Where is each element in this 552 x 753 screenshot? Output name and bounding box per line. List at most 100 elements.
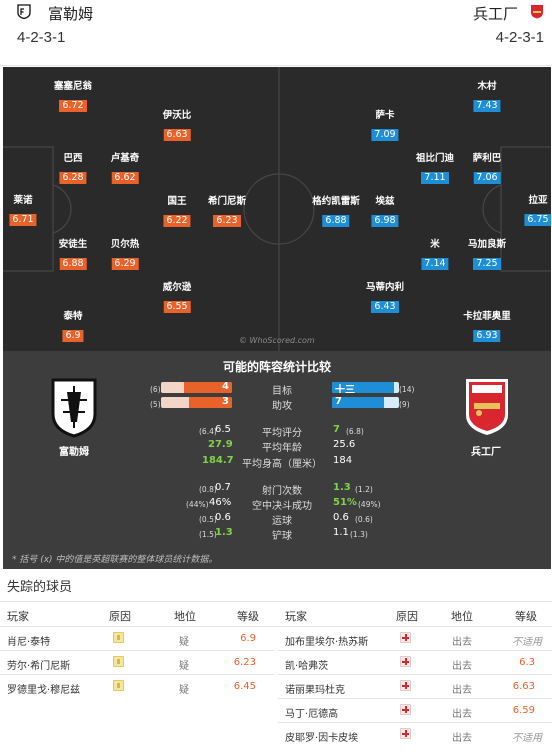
player-rating: 7.06: [473, 172, 501, 184]
home-goals-season: (6): [150, 385, 161, 394]
missing-rating: 不适用: [512, 637, 542, 648]
player-rating: 6.29: [111, 258, 139, 270]
player-away-st[interactable]: 格约凯雷斯 6.88: [312, 196, 360, 227]
injury-icon: [400, 632, 411, 643]
player-rating: 6.98: [371, 215, 399, 227]
divider: [0, 674, 274, 675]
missing-status: 出去: [452, 685, 472, 696]
player-rating: 6.88: [322, 215, 350, 227]
away-goals-bar: 十三: [332, 382, 399, 393]
home-formation: 4-2-3-1: [17, 29, 66, 46]
doubtful-icon: [113, 632, 124, 643]
home-team-label: 富勒姆: [59, 447, 89, 458]
lineup-comparison: 可能的阵容统计比较 富勒姆 兵工厂 (6) 4 目标 十三 (14) (5) 3…: [3, 351, 551, 569]
player-rating: 6.9: [62, 330, 84, 342]
home-avg-rating: 6.5: [215, 424, 231, 435]
player-rating: 6.75: [524, 214, 551, 226]
missing-player-name[interactable]: 凯·哈弗茨: [285, 661, 329, 672]
player-home-rdm[interactable]: 贝尔热 6.29: [110, 239, 140, 270]
missing-status: 出去: [452, 709, 472, 720]
away-col-reason: 原因: [396, 610, 418, 623]
home-shots-season: (0.8): [199, 485, 217, 494]
player-rating: 6.71: [9, 214, 37, 226]
fulham-crest-icon: [17, 4, 31, 19]
away-tackles-season: (1.3): [350, 530, 368, 539]
home-rating-season: (6.4): [199, 427, 217, 436]
player-away-am[interactable]: 埃兹 6.98: [371, 196, 399, 227]
away-dribbles-season: (0.6): [355, 515, 373, 524]
player-home-lcb[interactable]: 巴西 6.28: [59, 153, 87, 184]
missing-player-name[interactable]: 肖尼·泰特: [7, 637, 51, 648]
missing-player-name[interactable]: 诺丽果玛杜克: [285, 685, 345, 696]
avg-rating-label: 平均评分: [262, 428, 302, 439]
away-col-rating: 等级: [515, 610, 537, 623]
avg-age-label: 平均年龄: [262, 443, 302, 454]
player-home-rb[interactable]: 泰特 6.9: [62, 311, 84, 342]
missing-player-name[interactable]: 马丁·厄德高: [285, 709, 339, 720]
player-rating: 6.43: [371, 301, 399, 313]
aerial-label: 空中决斗成功: [252, 501, 312, 512]
player-away-lcb[interactable]: 马加良斯 7.25: [467, 239, 507, 270]
player-home-gk[interactable]: 莱诺 6.71: [9, 195, 37, 226]
away-col-status: 地位: [451, 610, 473, 623]
home-assists-season: (5): [150, 400, 161, 409]
away-dribbles: 0.6: [333, 512, 349, 523]
player-rating: 6.55: [163, 301, 191, 313]
home-avg-age: 27.9: [208, 439, 233, 450]
missing-player-name[interactable]: 劳尔·希门尼斯: [7, 661, 71, 672]
missing-rating: 6.59: [512, 705, 535, 716]
missing-player-name[interactable]: 皮耶罗·因卡皮埃: [285, 733, 359, 744]
doubtful-icon: [113, 680, 124, 691]
away-aerial: 51%: [333, 497, 357, 508]
watermark: © WhoScored.com: [239, 336, 315, 345]
missing-player-name[interactable]: 加布里埃尔·热苏斯: [285, 637, 369, 648]
home-shots: 0.7: [215, 482, 231, 493]
player-away-ldm[interactable]: 米 7.14: [421, 239, 449, 270]
missing-player-name[interactable]: 罗德里戈·穆尼兹: [7, 685, 81, 696]
away-aerial-season: (49%): [358, 500, 381, 509]
away-assists-season: (9): [399, 400, 410, 409]
footnote: * 括号 (x) 中的值是英超联赛的整体球员统计数据。: [12, 555, 218, 565]
player-away-rcb[interactable]: 萨利巴 7.06: [472, 153, 502, 184]
player-rating: 6.62: [111, 172, 139, 184]
shots-label: 射门次数: [262, 486, 302, 497]
injury-icon: [400, 704, 411, 715]
missing-status: 出去: [452, 637, 472, 648]
assists-label: 助攻: [272, 401, 292, 412]
away-avg-height: 184: [333, 455, 353, 466]
player-away-rw[interactable]: 萨卡 7.09: [371, 110, 399, 141]
away-col-player: 玩家: [285, 610, 307, 623]
home-tackles: 1.3: [215, 527, 233, 538]
player-away-rb[interactable]: 木村 7.43: [473, 81, 501, 112]
player-rating: 7.14: [421, 258, 449, 270]
home-col-player: 玩家: [7, 610, 29, 623]
player-home-am[interactable]: 国王 6.22: [163, 196, 191, 227]
player-home-ldm[interactable]: 卢基奇 6.62: [110, 153, 140, 184]
divider: [0, 650, 274, 651]
player-rating: 6.22: [163, 215, 191, 227]
player-away-lw[interactable]: 马蒂内利 6.43: [365, 282, 405, 313]
home-aerial-season: (44%): [186, 500, 209, 509]
player-away-rdm[interactable]: 祖比门迪 7.11: [415, 153, 455, 184]
player-home-lb[interactable]: 塞塞尼翁 6.72: [53, 81, 93, 112]
avg-height-label: 平均身高（厘米）: [242, 459, 322, 470]
missing-title: 失踪的球员: [7, 580, 73, 595]
missing-status: 出去: [452, 661, 472, 672]
missing-rating: 6.9: [240, 633, 256, 644]
home-dribbles-season: (0.5): [199, 515, 217, 524]
player-away-lb[interactable]: 卡拉菲奥里 6.93: [463, 311, 511, 342]
away-rating-season: (6.8): [346, 427, 364, 436]
player-rating: 6.88: [59, 258, 87, 270]
missing-rating: 6.45: [233, 681, 256, 692]
home-team-name[interactable]: 富勒姆: [48, 5, 94, 23]
player-rating: 6.72: [59, 100, 87, 112]
player-home-rcb[interactable]: 安徒生 6.88: [58, 239, 88, 270]
player-home-st[interactable]: 希门尼斯 6.23: [207, 196, 247, 227]
away-team-name[interactable]: 兵工厂: [472, 5, 518, 23]
player-home-lw[interactable]: 伊沃比 6.63: [162, 110, 192, 141]
injury-icon: [400, 656, 411, 667]
player-away-gk[interactable]: 拉亚 6.75: [524, 195, 551, 226]
player-rating: 6.23: [213, 215, 241, 227]
home-tackles-season: (1.5): [199, 530, 217, 539]
player-home-rw[interactable]: 威尔逊 6.55: [162, 282, 192, 313]
